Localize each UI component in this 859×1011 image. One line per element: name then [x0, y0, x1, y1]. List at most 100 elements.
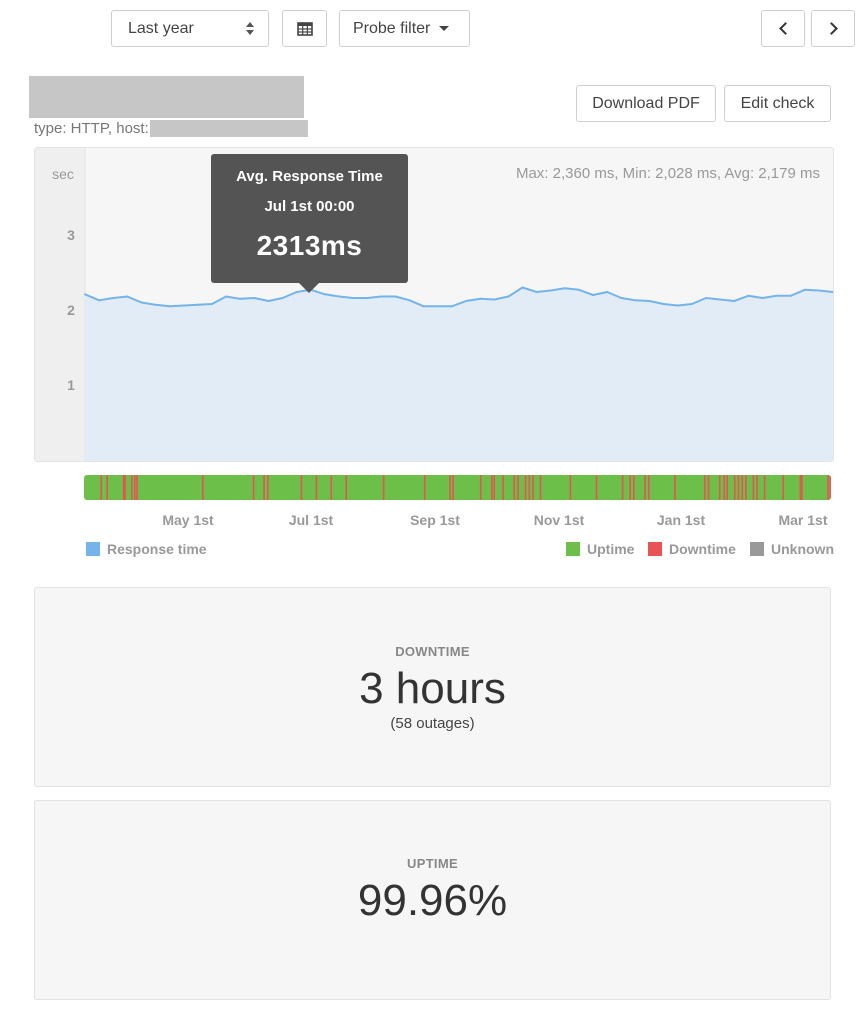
response-time-point: [789, 294, 792, 297]
response-time-point: [168, 305, 171, 308]
check-title-redacted: [29, 76, 304, 118]
downtime-marker: [532, 475, 534, 500]
x-tick-label: Sep 1st: [410, 512, 460, 528]
tooltip-value: 2313ms: [256, 230, 363, 261]
x-tick-label: Nov 1st: [533, 512, 585, 528]
uptime-status-bar[interactable]: [84, 475, 831, 500]
response-time-point: [380, 295, 383, 298]
x-tick-label: Mar 1st: [778, 512, 828, 528]
y-tick-label: 3: [67, 227, 75, 243]
legend-swatch-downtime: [648, 542, 662, 556]
edit-check-button[interactable]: Edit check: [724, 85, 831, 122]
previous-period-button[interactable]: [761, 10, 805, 47]
x-tick-label: May 1st: [162, 512, 214, 528]
chevron-left-icon: [778, 22, 792, 35]
legend-swatch-response: [86, 542, 100, 556]
response-time-point: [648, 300, 651, 302]
downtime-marker: [539, 475, 542, 500]
downtime-marker: [315, 475, 318, 500]
response-time-point: [465, 300, 468, 302]
response-time-point: [154, 303, 157, 306]
downtime-marker: [267, 475, 269, 500]
downtime-marker: [131, 475, 133, 500]
downtime-marker: [502, 475, 504, 500]
downtime-marker: [763, 475, 766, 500]
response-time-point: [281, 297, 284, 299]
downtime-marker: [829, 475, 831, 500]
response-time-point: [196, 303, 199, 306]
probe-filter-label: Probe filter: [353, 19, 431, 37]
y-tick-label: 1: [67, 377, 75, 393]
chart-stats: Max: 2,360 ms, Min: 2,028 ms, Avg: 2,179…: [515, 165, 820, 182]
tooltip-date: Jul 1st 00:00: [264, 198, 355, 215]
downtime-marker: [827, 475, 829, 500]
legend-label: Response time: [107, 541, 207, 557]
downtime-marker: [726, 475, 728, 500]
response-time-point: [84, 293, 86, 296]
downtime-marker: [644, 475, 646, 500]
downtime-marker: [629, 475, 631, 500]
downtime-marker: [621, 475, 624, 500]
response-time-point: [338, 295, 340, 298]
response-time-point: [620, 297, 623, 299]
downtime-value: 3 hours: [359, 664, 506, 713]
legend-label: Uptime: [587, 541, 635, 557]
response-time-point: [606, 291, 609, 293]
response-time-point: [112, 297, 115, 299]
response-time-point: [352, 297, 355, 299]
date-range-label: Last year: [128, 19, 194, 37]
uptime-label: UPTIME: [407, 856, 458, 871]
calendar-button[interactable]: [282, 10, 327, 47]
downtime-marker: [479, 475, 482, 500]
legend-uptime: Uptime: [566, 541, 634, 557]
response-time-point: [98, 299, 101, 302]
downtime-marker: [569, 475, 572, 500]
response-time-point: [592, 294, 595, 296]
downtime-panel: DOWNTIME 3 hours (58 outages): [34, 587, 831, 787]
downtime-marker: [449, 475, 451, 500]
legend-response-time: Response time: [86, 541, 207, 557]
response-time-point: [422, 305, 425, 308]
response-time-point: [803, 288, 806, 291]
response-time-point: [690, 303, 693, 305]
response-time-point: [761, 297, 764, 299]
date-range-select[interactable]: Last year: [111, 10, 269, 47]
downtime-marker: [263, 475, 265, 500]
downtime-marker: [106, 475, 108, 500]
downtime-marker: [423, 475, 426, 500]
downtime-marker: [517, 475, 519, 500]
downtime-marker: [124, 475, 126, 500]
response-time-point: [450, 305, 453, 308]
downtime-marker: [737, 475, 740, 500]
downtime-marker: [633, 475, 635, 500]
next-period-button[interactable]: [811, 10, 855, 47]
downtime-marker: [745, 475, 747, 500]
response-time-point: [817, 289, 820, 292]
response-time-point: [775, 294, 778, 297]
caret-down-icon: [439, 26, 450, 31]
legend-label: Unknown: [771, 541, 834, 557]
downtime-marker: [382, 475, 385, 500]
downtime-label: DOWNTIME: [395, 644, 470, 659]
tooltip-title: Avg. Response Time: [236, 168, 383, 185]
downtime-marker: [300, 475, 303, 500]
downtime-marker: [782, 475, 784, 500]
y-axis-gutter: [35, 148, 85, 461]
response-time-point: [747, 294, 750, 297]
downtime-marker: [801, 475, 803, 500]
chart-canvas: sec 1 2 3: [35, 148, 833, 461]
response-time-point: [563, 287, 566, 290]
probe-filter-button[interactable]: Probe filter: [339, 10, 470, 47]
check-type-line: type: HTTP, host:: [34, 120, 149, 137]
chart-tooltip: Avg. Response Time Jul 1st 00:00 2313ms: [211, 154, 408, 293]
x-tick-label: Jan 1st: [656, 512, 706, 528]
response-time-point: [140, 301, 143, 304]
legend-unknown: Unknown: [750, 541, 834, 557]
downtime-marker: [202, 475, 204, 500]
downtime-marker: [733, 475, 736, 500]
response-time-point: [436, 305, 439, 308]
download-pdf-button[interactable]: Download PDF: [576, 85, 716, 122]
downtime-marker: [799, 475, 802, 500]
downtime-marker: [491, 475, 493, 500]
response-time-point: [634, 299, 637, 302]
